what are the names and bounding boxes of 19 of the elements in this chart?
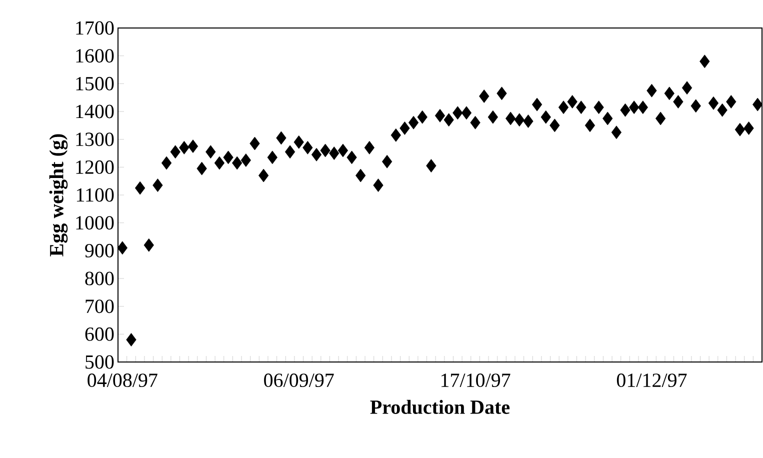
x-axis-title: Production Date <box>370 400 510 414</box>
y-tick-label: 1200 <box>76 160 114 174</box>
y-tick-label: 1700 <box>76 21 114 35</box>
y-tick-label: 1600 <box>76 49 114 63</box>
y-tick-label: 800 <box>85 272 114 286</box>
y-tick-label: 600 <box>85 327 114 341</box>
x-tick-label: 06/09/97 <box>264 374 334 388</box>
y-tick-label: 900 <box>85 244 114 258</box>
y-tick-label: 1300 <box>76 132 114 146</box>
y-axis-title: Egg weight (g) <box>49 134 68 256</box>
y-tick-label: 1400 <box>76 104 114 118</box>
y-tick-label: 500 <box>86 355 114 369</box>
x-tick-label: 17/10/97 <box>441 374 510 388</box>
x-tick-label: 04/08/97 <box>88 374 158 388</box>
x-tick-label: 01/12/97 <box>616 374 687 388</box>
y-tick-label: 700 <box>86 300 114 314</box>
y-tick-label: 1500 <box>76 76 114 90</box>
y-tick-label: 1100 <box>76 188 114 202</box>
y-tick-label: 1000 <box>76 216 114 230</box>
